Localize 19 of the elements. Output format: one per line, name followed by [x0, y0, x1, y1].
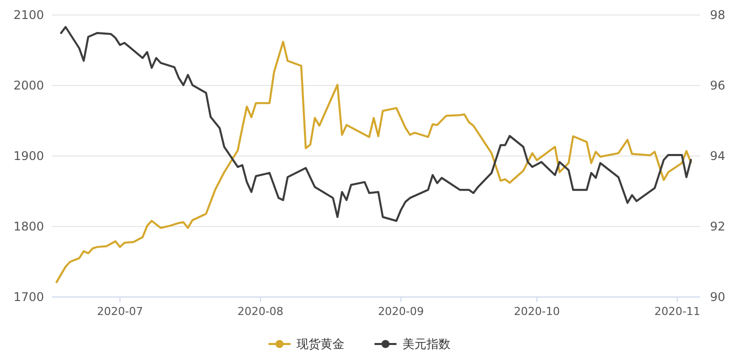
x-tick-label: 2020-11	[654, 305, 700, 318]
legend-label: 美元指数	[402, 337, 450, 351]
y-tick-label: 1800	[13, 220, 44, 234]
line-series	[60, 26, 692, 222]
y2-tick-label: 92	[710, 220, 726, 234]
y2-tick-label: 96	[710, 78, 726, 92]
x-tick-label: 2020-07	[96, 305, 143, 318]
y-tick-label: 1900	[13, 149, 44, 163]
x-tick-label: 2020-09	[378, 305, 424, 318]
y-tick-label: 2100	[13, 8, 44, 22]
y2-tick-label: 98	[710, 8, 726, 22]
legend-label: 现货黄金	[296, 337, 344, 351]
line-series	[56, 40, 692, 284]
y-tick-label: 1700	[13, 290, 44, 304]
y2-tick-label: 94	[710, 149, 726, 163]
y-tick-label: 2000	[13, 78, 44, 92]
x-tick-label: 2020-08	[237, 305, 284, 318]
y2-tick-label: 90	[710, 290, 726, 304]
x-tick-label: 2020-10	[514, 305, 560, 318]
